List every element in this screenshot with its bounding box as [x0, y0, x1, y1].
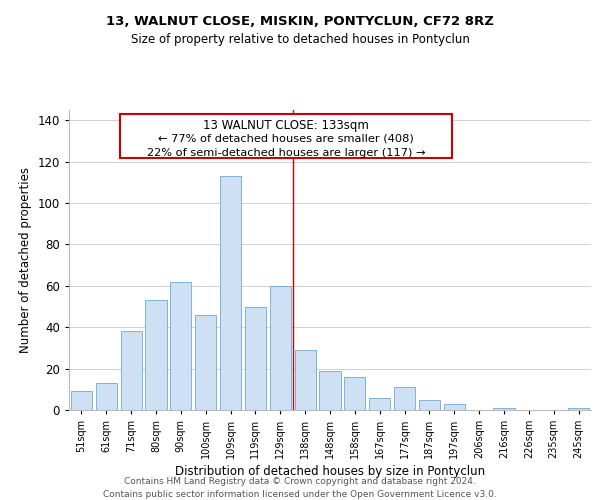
- Y-axis label: Number of detached properties: Number of detached properties: [19, 167, 32, 353]
- Bar: [369, 398, 390, 410]
- Bar: [419, 400, 440, 410]
- Text: 13 WALNUT CLOSE: 133sqm: 13 WALNUT CLOSE: 133sqm: [203, 120, 369, 132]
- Bar: [344, 377, 365, 410]
- Bar: [493, 408, 515, 410]
- Bar: [121, 332, 142, 410]
- Bar: [444, 404, 465, 410]
- Bar: [245, 306, 266, 410]
- Text: Contains public sector information licensed under the Open Government Licence v3: Contains public sector information licen…: [103, 490, 497, 499]
- FancyBboxPatch shape: [120, 114, 452, 158]
- X-axis label: Distribution of detached houses by size in Pontyclun: Distribution of detached houses by size …: [175, 466, 485, 478]
- Bar: [145, 300, 167, 410]
- Text: Contains HM Land Registry data © Crown copyright and database right 2024.: Contains HM Land Registry data © Crown c…: [124, 478, 476, 486]
- Text: 13, WALNUT CLOSE, MISKIN, PONTYCLUN, CF72 8RZ: 13, WALNUT CLOSE, MISKIN, PONTYCLUN, CF7…: [106, 15, 494, 28]
- Bar: [270, 286, 291, 410]
- Bar: [295, 350, 316, 410]
- Bar: [568, 408, 589, 410]
- Bar: [220, 176, 241, 410]
- Bar: [195, 315, 216, 410]
- Bar: [71, 392, 92, 410]
- Text: Size of property relative to detached houses in Pontyclun: Size of property relative to detached ho…: [131, 32, 469, 46]
- Bar: [170, 282, 191, 410]
- Bar: [319, 370, 341, 410]
- Bar: [96, 383, 117, 410]
- Text: ← 77% of detached houses are smaller (408): ← 77% of detached houses are smaller (40…: [158, 134, 414, 144]
- Text: 22% of semi-detached houses are larger (117) →: 22% of semi-detached houses are larger (…: [146, 148, 425, 158]
- Bar: [394, 387, 415, 410]
